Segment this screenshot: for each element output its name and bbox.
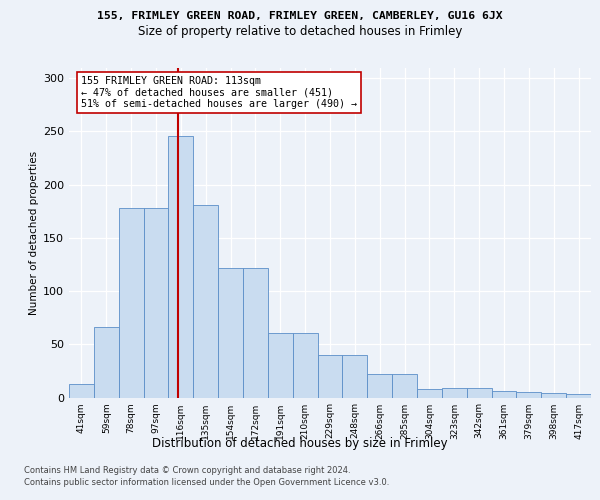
Bar bbox=[193, 205, 218, 398]
Bar bbox=[442, 388, 467, 398]
Bar bbox=[119, 208, 143, 398]
Text: Distribution of detached houses by size in Frimley: Distribution of detached houses by size … bbox=[152, 438, 448, 450]
Bar bbox=[467, 388, 491, 398]
Bar bbox=[94, 327, 119, 398]
Text: 155 FRIMLEY GREEN ROAD: 113sqm
← 47% of detached houses are smaller (451)
51% of: 155 FRIMLEY GREEN ROAD: 113sqm ← 47% of … bbox=[82, 76, 358, 109]
Bar bbox=[293, 332, 317, 398]
Bar bbox=[169, 136, 193, 398]
Bar bbox=[392, 374, 417, 398]
Bar bbox=[417, 389, 442, 398]
Bar bbox=[218, 268, 243, 398]
Bar bbox=[517, 392, 541, 398]
Bar bbox=[367, 374, 392, 398]
Text: 155, FRIMLEY GREEN ROAD, FRIMLEY GREEN, CAMBERLEY, GU16 6JX: 155, FRIMLEY GREEN ROAD, FRIMLEY GREEN, … bbox=[97, 11, 503, 21]
Bar bbox=[566, 394, 591, 398]
Text: Contains public sector information licensed under the Open Government Licence v3: Contains public sector information licen… bbox=[24, 478, 389, 487]
Bar bbox=[541, 393, 566, 398]
Bar bbox=[317, 355, 343, 398]
Y-axis label: Number of detached properties: Number of detached properties bbox=[29, 150, 39, 314]
Bar bbox=[491, 391, 517, 398]
Bar bbox=[343, 355, 367, 398]
Bar bbox=[143, 208, 169, 398]
Bar bbox=[69, 384, 94, 398]
Text: Contains HM Land Registry data © Crown copyright and database right 2024.: Contains HM Land Registry data © Crown c… bbox=[24, 466, 350, 475]
Bar bbox=[243, 268, 268, 398]
Bar bbox=[268, 332, 293, 398]
Text: Size of property relative to detached houses in Frimley: Size of property relative to detached ho… bbox=[138, 25, 462, 38]
